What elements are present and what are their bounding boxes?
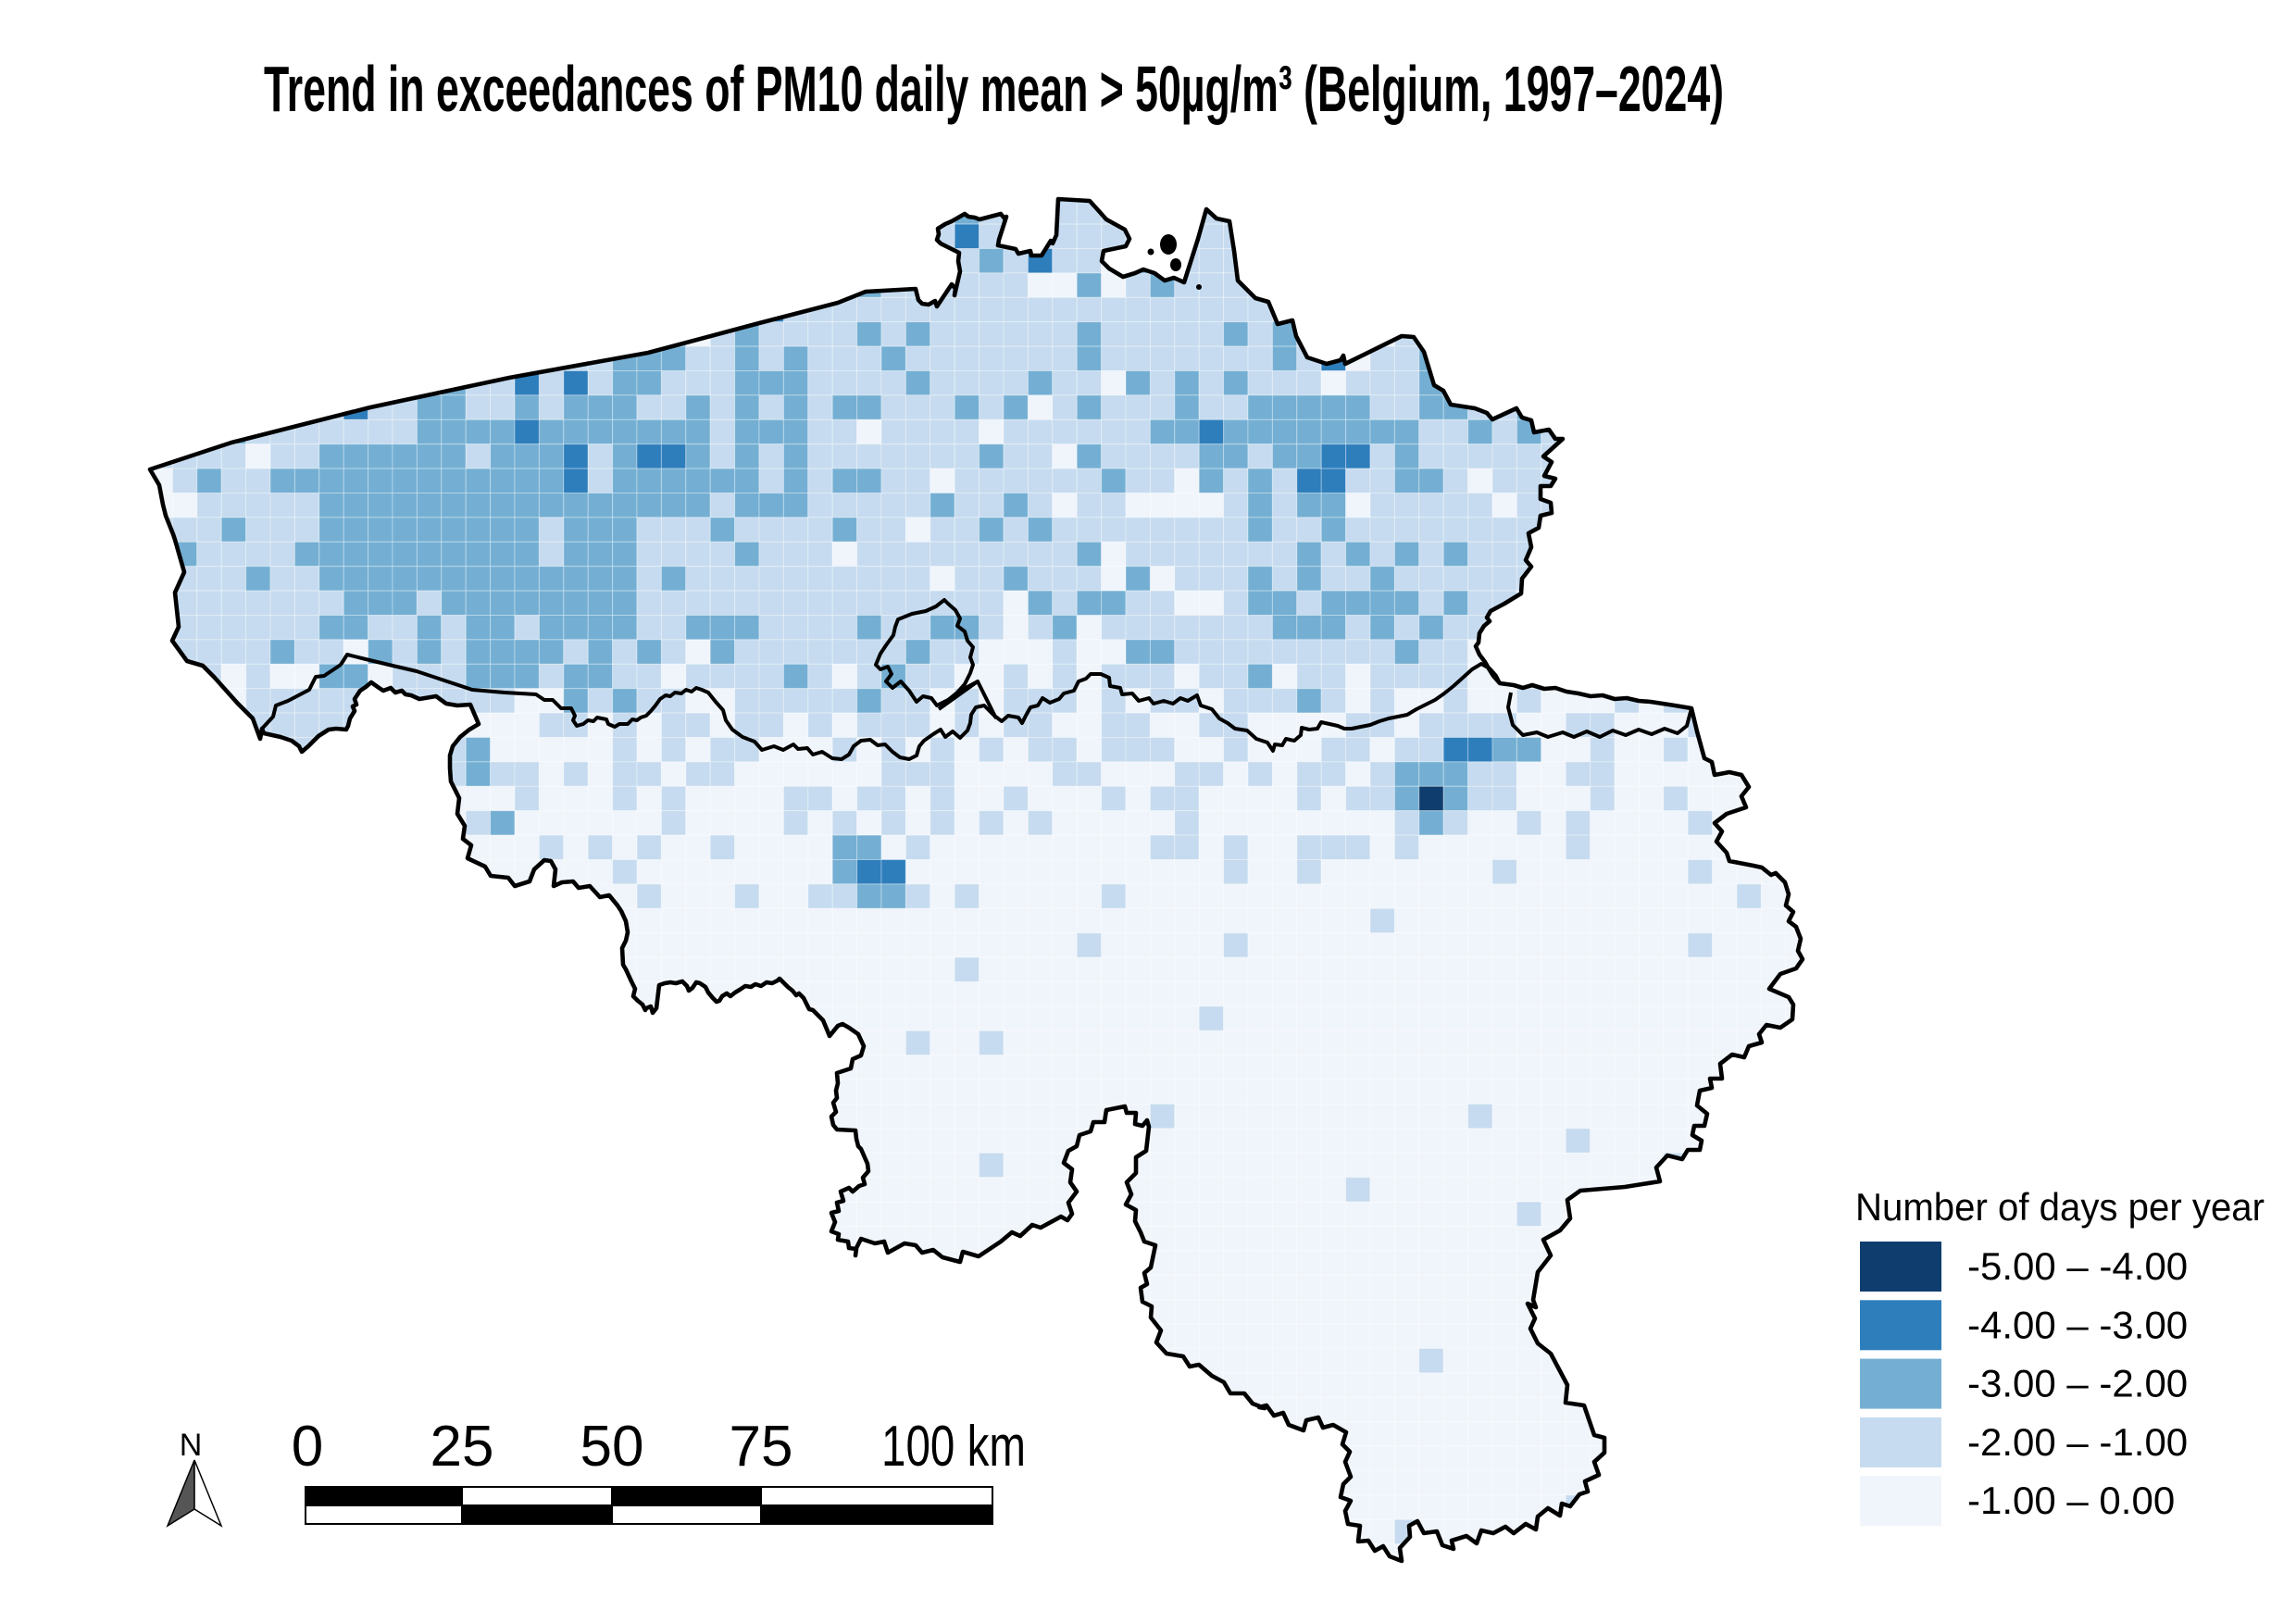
svg-text:-5.00 – -4.00: -5.00 – -4.00 (1967, 1244, 2188, 1288)
svg-text:-1.00 – 0.00: -1.00 – 0.00 (1967, 1479, 2175, 1522)
svg-text:N: N (180, 1428, 203, 1463)
svg-text:50: 50 (580, 1415, 644, 1479)
svg-text:Number of days per year: Number of days per year (1855, 1185, 2265, 1229)
svg-text:75: 75 (730, 1415, 793, 1479)
svg-text:-4.00 – -3.00: -4.00 – -3.00 (1967, 1303, 2188, 1346)
svg-text:100 km: 100 km (881, 1415, 1026, 1479)
svg-text:-3.00 – -2.00: -3.00 – -2.00 (1967, 1362, 2188, 1405)
svg-text:Trend in exceedances of PM10 d: Trend in exceedances of PM10 daily mean … (264, 53, 1724, 125)
svg-text:0: 0 (292, 1415, 323, 1479)
svg-text:25: 25 (430, 1415, 494, 1479)
svg-text:-2.00 – -1.00: -2.00 – -1.00 (1967, 1420, 2188, 1464)
